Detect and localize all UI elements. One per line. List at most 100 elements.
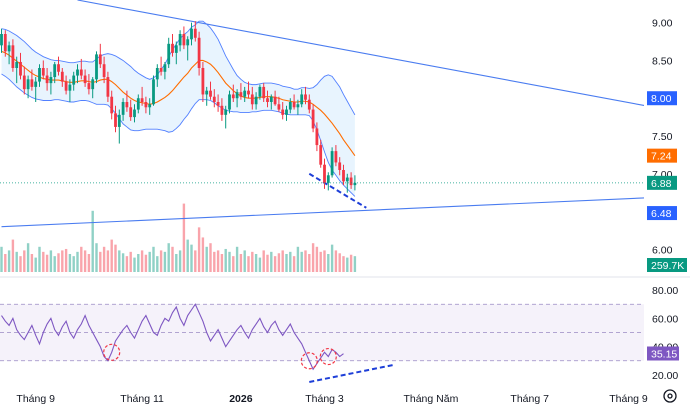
candle-body <box>15 61 19 68</box>
candle <box>216 94 220 112</box>
candle <box>64 75 68 95</box>
candle-body <box>349 177 353 186</box>
volume-bar <box>216 250 220 272</box>
candle-body <box>72 75 76 85</box>
candle <box>140 86 144 106</box>
rsi-highlight-circle <box>300 352 318 370</box>
candle <box>30 69 34 91</box>
time-axis-label: Tháng 9 <box>609 393 648 405</box>
volume-bar <box>194 250 197 272</box>
volume-bar <box>159 250 163 272</box>
price-axis-tick: 6.00 <box>652 244 673 256</box>
candle <box>228 90 231 114</box>
candle <box>323 158 326 189</box>
volume-bar <box>281 250 284 272</box>
candle <box>231 84 235 102</box>
price-pane[interactable] <box>0 0 645 272</box>
rsi-pane[interactable] <box>0 303 644 383</box>
candle <box>125 90 129 112</box>
candle <box>34 77 38 102</box>
volume-bar <box>296 246 300 272</box>
candle <box>205 86 209 106</box>
price-tag: 259.7K <box>647 258 687 272</box>
candle <box>345 173 349 193</box>
candle <box>110 90 114 120</box>
candle-body <box>304 94 307 100</box>
volume-bar <box>273 256 277 272</box>
candle <box>243 86 247 102</box>
volume-bar <box>262 250 265 272</box>
candle <box>201 61 205 102</box>
candle-body <box>342 170 345 182</box>
price-axis-tick: 7.50 <box>652 131 673 143</box>
volume-bar <box>190 244 193 272</box>
moving-average-line <box>1 50 356 156</box>
rsi-trendline[interactable] <box>309 364 394 383</box>
candle-body <box>273 96 277 105</box>
candle <box>304 86 307 105</box>
candle-body <box>64 81 68 91</box>
candle-body <box>239 92 243 97</box>
trendline-ascending-support[interactable] <box>1 197 645 228</box>
candle-body <box>330 151 334 176</box>
volume-bar <box>15 251 18 272</box>
volume-bar <box>99 251 102 272</box>
candle <box>72 71 76 91</box>
volume-bar <box>197 227 201 272</box>
trendline-dashed-support[interactable] <box>308 172 367 209</box>
candle-body <box>334 151 338 163</box>
candle <box>319 139 323 168</box>
candle-body <box>34 81 38 87</box>
candle <box>247 81 250 99</box>
candle <box>26 75 30 99</box>
candle <box>121 98 125 121</box>
candle <box>262 83 266 102</box>
candle <box>277 96 281 112</box>
volume-bar <box>26 243 30 272</box>
candle-body <box>266 98 269 102</box>
volume-bar <box>80 246 83 272</box>
volume-bar <box>45 254 49 272</box>
candle <box>311 104 315 133</box>
price-tag-box <box>647 258 687 272</box>
volume-bar <box>239 254 243 272</box>
volume-bar <box>106 250 110 272</box>
candle-body <box>250 94 254 105</box>
gear-icon-center <box>667 393 673 399</box>
rsi-value-label: 35.15 <box>651 349 677 361</box>
rsi-axis-tick: 20.00 <box>652 370 678 382</box>
rsi-highlight-circle <box>103 343 121 361</box>
candle <box>11 39 15 72</box>
price-tag-box <box>647 148 677 163</box>
volume-bar <box>266 254 269 272</box>
candle-body <box>30 79 34 87</box>
price-tag: 8.00 <box>647 91 677 106</box>
volume-bar <box>144 254 148 272</box>
candle-body <box>53 64 57 78</box>
candle-body <box>38 68 41 82</box>
candle <box>174 41 178 65</box>
volume-bar <box>129 251 132 272</box>
candle <box>212 89 216 108</box>
trendline-descending-resistance[interactable] <box>77 0 645 107</box>
rsi-highlight-circle <box>319 347 337 366</box>
volume-bar <box>254 254 258 272</box>
rsi-axis-tick: 80.00 <box>652 285 678 297</box>
candle <box>159 56 163 76</box>
candle <box>15 56 19 84</box>
candle <box>239 83 243 100</box>
volume-bar <box>152 246 155 272</box>
rsi-axis-tick: 60.00 <box>652 313 678 325</box>
volume-bar <box>258 257 262 272</box>
candle-body <box>110 96 114 114</box>
candle-body <box>319 145 323 165</box>
price-tags: 8.00 7.24 6.88 6.48 259.7K 35.15 <box>647 91 687 361</box>
settings-icon-button[interactable] <box>663 389 677 403</box>
candle-body <box>243 90 247 97</box>
volume-bar <box>163 251 167 272</box>
candle <box>190 22 193 46</box>
volume-bar <box>330 244 334 272</box>
candle-body <box>95 54 98 80</box>
candle-body <box>281 109 285 115</box>
